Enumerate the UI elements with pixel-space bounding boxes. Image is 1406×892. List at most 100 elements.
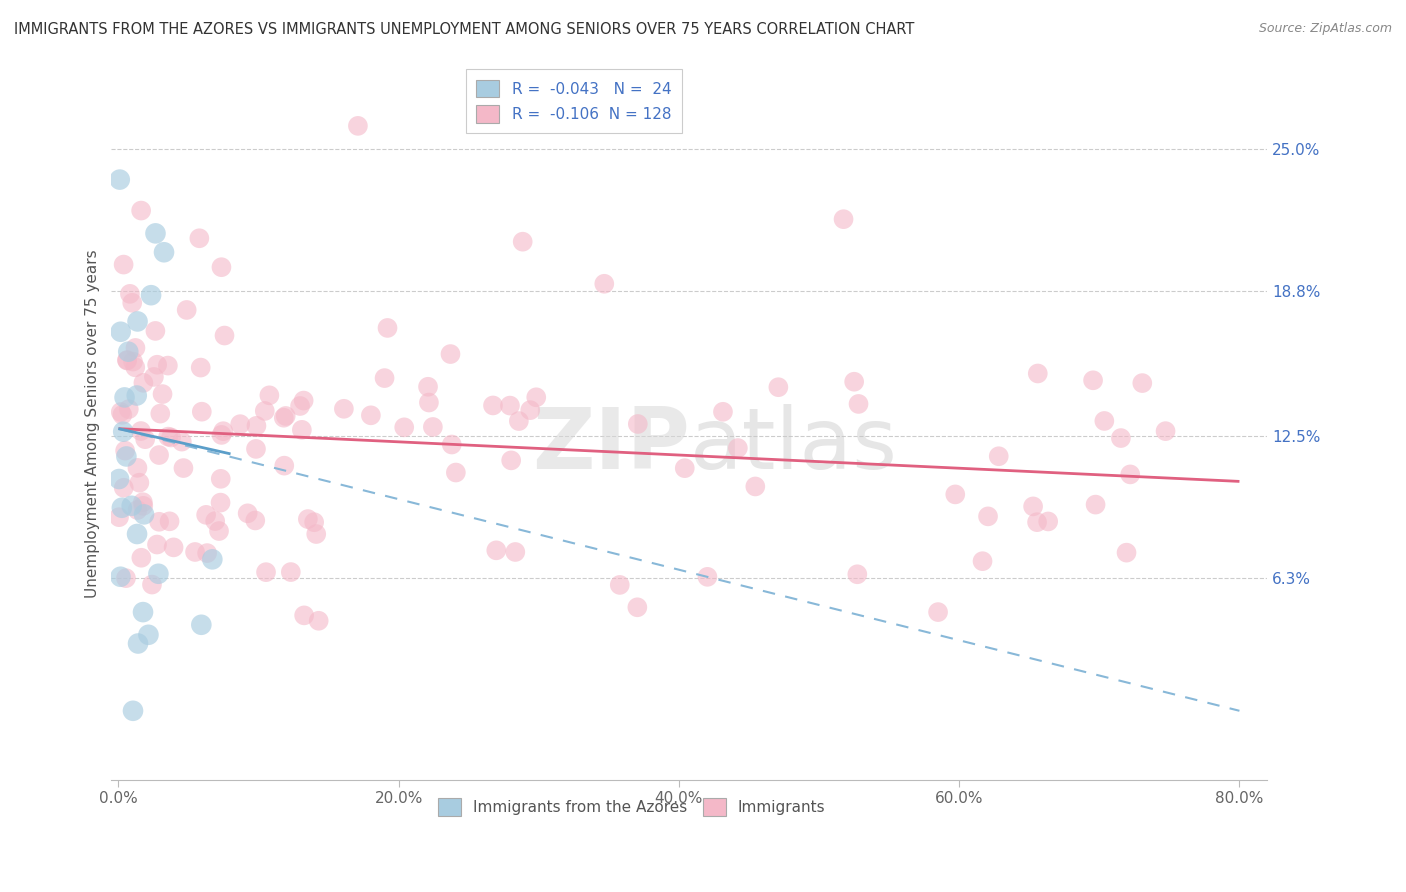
Point	[191, 405, 214, 419]
Point	[176, 302, 198, 317]
Point	[112, 481, 135, 495]
Point	[848, 397, 870, 411]
Point	[111, 408, 134, 422]
Point	[392, 420, 415, 434]
Point	[152, 387, 174, 401]
Point	[593, 277, 616, 291]
Point	[519, 403, 541, 417]
Point	[626, 600, 648, 615]
Point	[245, 418, 267, 433]
Point	[188, 231, 211, 245]
Point	[127, 460, 149, 475]
Point	[832, 212, 855, 227]
Point	[245, 513, 267, 527]
Point	[292, 393, 315, 408]
Point	[696, 570, 718, 584]
Point	[172, 461, 194, 475]
Point	[846, 567, 869, 582]
Point	[156, 359, 179, 373]
Text: Source: ZipAtlas.com: Source: ZipAtlas.com	[1258, 22, 1392, 36]
Point	[609, 578, 631, 592]
Point	[159, 514, 181, 528]
Point	[302, 515, 325, 529]
Text: IMMIGRANTS FROM THE AZORES VS IMMIGRANTS UNEMPLOYMENT AMONG SENIORS OVER 75 YEAR: IMMIGRANTS FROM THE AZORES VS IMMIGRANTS…	[14, 22, 914, 37]
Point	[118, 402, 141, 417]
Legend: Immigrants from the Azores, Immigrants: Immigrants from the Azores, Immigrants	[429, 789, 835, 825]
Point	[110, 570, 132, 584]
Point	[1026, 515, 1049, 529]
Point	[145, 324, 167, 338]
Point	[482, 399, 505, 413]
Point	[195, 546, 218, 560]
Point	[768, 380, 790, 394]
Point	[711, 405, 734, 419]
Point	[305, 527, 328, 541]
Point	[146, 537, 169, 551]
Point	[501, 453, 523, 467]
Point	[512, 235, 534, 249]
Point	[297, 512, 319, 526]
Point	[111, 500, 134, 515]
Point	[1038, 515, 1060, 529]
Point	[122, 354, 145, 368]
Point	[195, 508, 218, 522]
Point	[114, 443, 136, 458]
Point	[208, 524, 231, 538]
Point	[141, 577, 163, 591]
Point	[308, 614, 330, 628]
Point	[148, 448, 170, 462]
Text: atlas: atlas	[689, 404, 897, 487]
Point	[124, 341, 146, 355]
Point	[1081, 373, 1104, 387]
Point	[108, 472, 131, 486]
Point	[485, 543, 508, 558]
Point	[212, 424, 235, 438]
Point	[122, 704, 145, 718]
Point	[132, 376, 155, 390]
Point	[153, 245, 176, 260]
Point	[418, 395, 440, 409]
Point	[977, 509, 1000, 524]
Point	[148, 515, 170, 529]
Point	[127, 503, 149, 517]
Point	[132, 495, 155, 509]
Point	[288, 399, 311, 413]
Point	[190, 360, 212, 375]
Point	[108, 172, 131, 186]
Point	[125, 527, 148, 541]
Point	[145, 227, 167, 241]
Point	[1084, 498, 1107, 512]
Point	[124, 360, 146, 375]
Point	[209, 495, 232, 509]
Point	[444, 466, 467, 480]
Point	[121, 499, 143, 513]
Point	[508, 414, 530, 428]
Point	[245, 442, 267, 456]
Point	[129, 203, 152, 218]
Y-axis label: Unemployment Among Seniors over 75 years: Unemployment Among Seniors over 75 years	[86, 250, 100, 599]
Point	[211, 428, 233, 442]
Point	[1115, 546, 1137, 560]
Point	[524, 390, 547, 404]
Point	[1022, 500, 1045, 514]
Point	[627, 417, 650, 431]
Point	[236, 506, 259, 520]
Point	[416, 380, 439, 394]
Point	[160, 430, 183, 444]
Point	[253, 404, 276, 418]
Point	[1130, 376, 1153, 390]
Point	[1154, 424, 1177, 438]
Point	[162, 541, 184, 555]
Point	[142, 370, 165, 384]
Point	[1109, 431, 1132, 445]
Point	[972, 554, 994, 568]
Text: ZIP: ZIP	[531, 404, 689, 487]
Point	[943, 487, 966, 501]
Point	[505, 545, 527, 559]
Point	[115, 571, 138, 585]
Point	[128, 475, 150, 490]
Point	[157, 429, 180, 443]
Point	[118, 286, 141, 301]
Point	[127, 636, 149, 650]
Point	[259, 388, 281, 402]
